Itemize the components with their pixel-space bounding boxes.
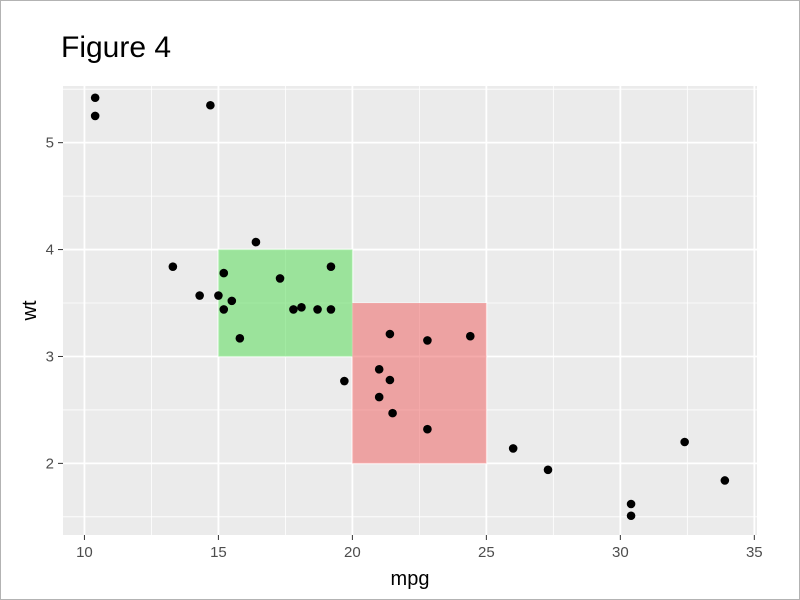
highlight-rectangles xyxy=(218,249,487,464)
y-tick-label: 5 xyxy=(46,135,54,152)
y-tick-label: 3 xyxy=(46,348,54,365)
data-point xyxy=(385,375,395,385)
x-tick-label: 25 xyxy=(478,544,495,561)
data-point xyxy=(680,437,689,447)
x-tick-label: 35 xyxy=(746,544,763,561)
data-point xyxy=(543,465,553,475)
data-point xyxy=(90,111,100,121)
data-point xyxy=(90,93,100,103)
data-point xyxy=(206,100,215,110)
data-point xyxy=(720,476,730,485)
data-point xyxy=(235,333,245,343)
red-rect xyxy=(352,303,487,464)
data-point xyxy=(275,274,285,283)
data-point xyxy=(297,302,306,312)
data-point xyxy=(195,291,204,300)
data-point xyxy=(251,237,261,247)
x-tick-label: 10 xyxy=(76,544,93,561)
y-tick-label: 4 xyxy=(46,242,54,259)
y-tick-label: 2 xyxy=(46,455,54,472)
data-point xyxy=(326,305,336,314)
data-point xyxy=(388,408,397,418)
x-tick-label: 15 xyxy=(210,544,227,561)
data-point xyxy=(289,305,298,314)
x-axis-title: mpg xyxy=(391,568,430,590)
data-point xyxy=(219,268,229,278)
data-point xyxy=(340,376,349,386)
data-point xyxy=(626,511,636,521)
x-axis: 10 15 20 25 30 35 xyxy=(76,535,763,561)
data-point xyxy=(168,262,178,271)
data-point xyxy=(508,444,518,453)
data-point xyxy=(313,305,322,314)
x-tick-label: 20 xyxy=(344,544,361,561)
x-tick-label: 30 xyxy=(612,544,629,561)
data-point xyxy=(423,336,432,345)
data-point xyxy=(214,291,223,300)
data-point xyxy=(626,499,636,509)
data-point xyxy=(385,329,395,339)
y-axis-title: wt xyxy=(19,300,41,321)
scatter-points xyxy=(90,93,730,521)
data-point xyxy=(227,296,237,306)
data-point xyxy=(374,392,384,402)
data-point xyxy=(423,424,432,434)
data-point xyxy=(465,331,475,341)
chart-title: Figure 4 xyxy=(61,31,171,64)
y-axis: 2 3 4 5 xyxy=(46,135,63,472)
data-point xyxy=(219,305,229,314)
data-point xyxy=(374,364,384,374)
data-point xyxy=(326,262,336,271)
